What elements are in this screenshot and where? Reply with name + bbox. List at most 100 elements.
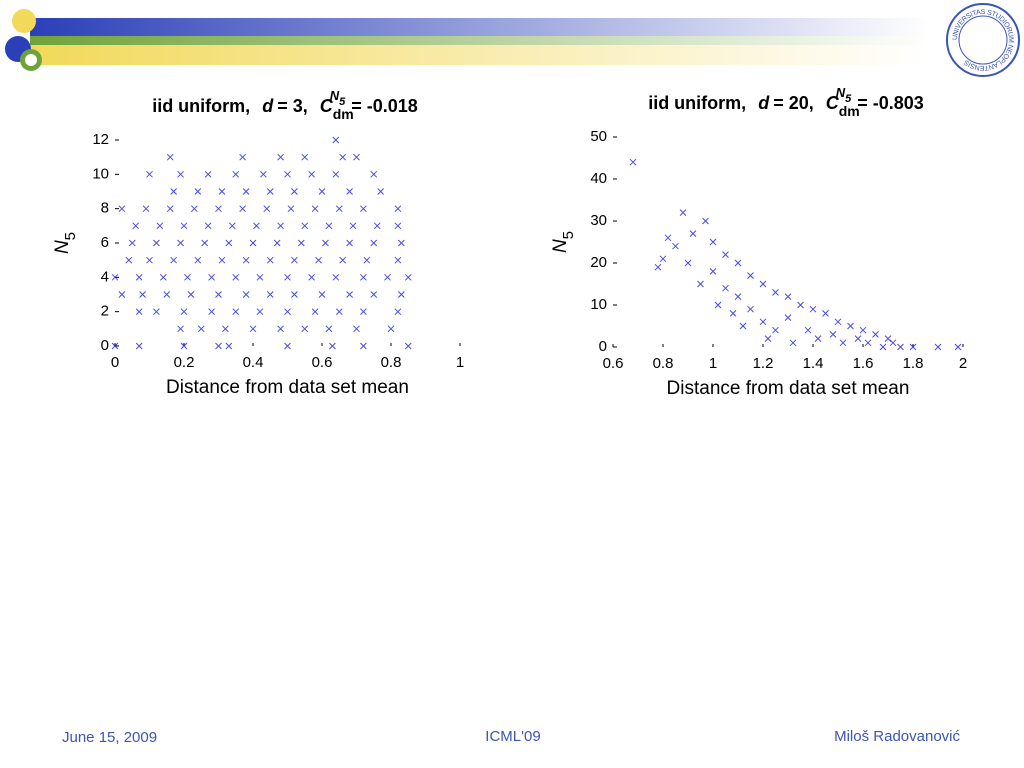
scatter-point: [266, 256, 274, 264]
scatter-point: [346, 291, 353, 298]
scatter-point: [654, 263, 662, 271]
scatter-point: [228, 222, 236, 230]
chart-title: iid uniform, d = 20, Cdm N5 = -0.803: [648, 85, 924, 118]
y-tick-label: 0: [101, 337, 109, 354]
scatter-point: [128, 239, 136, 247]
scatter-point: [859, 326, 867, 334]
scatter-point: [215, 205, 222, 213]
scatter-point: [394, 205, 402, 213]
scatter-point: [353, 325, 360, 333]
scatter-point: [353, 153, 360, 161]
scatter-point: [734, 259, 742, 267]
footer-author: Miloš Radovanović: [834, 728, 960, 745]
y-tick-label: 30: [590, 212, 607, 229]
title-part: = 3,: [277, 96, 308, 116]
scatter-point: [709, 238, 717, 246]
scatter-point: [722, 284, 729, 292]
scatter-point: [132, 222, 140, 230]
y-axis-label: N5: [550, 231, 577, 253]
scatter-point: [159, 273, 167, 281]
scatter-point: [629, 158, 637, 166]
scatter-point: [335, 205, 343, 213]
scatter-point: [772, 326, 779, 334]
title-part: C: [826, 93, 840, 113]
scatter-point: [208, 273, 215, 281]
scatter-point: [847, 322, 854, 330]
scatter-point: [287, 205, 295, 213]
scatter-point: [664, 234, 672, 242]
scatter-point: [394, 308, 402, 316]
scatter-point: [225, 239, 233, 247]
scatter-point: [218, 188, 226, 195]
scatter-point: [301, 325, 309, 333]
scatter-point: [689, 230, 697, 237]
y-tick-label: 2: [101, 303, 109, 320]
scatter-point: [242, 188, 250, 195]
scatter-point: [747, 272, 754, 279]
y-tick-label: 12: [92, 131, 109, 148]
logo: UNIVERSITAS STUDIORUM NEOPLANTENSIS: [946, 3, 1020, 77]
scatter-point: [135, 273, 143, 281]
scatter-point: [360, 308, 367, 316]
scatter-point: [332, 170, 340, 178]
scatter-point: [291, 188, 298, 195]
scatter-point: [709, 268, 717, 275]
scatter-point: [332, 273, 340, 281]
scatter-point: [284, 342, 291, 350]
scatter-point: [187, 291, 195, 298]
scatter-point: [194, 256, 202, 264]
scatter-point: [363, 256, 371, 264]
scatter-point: [111, 342, 119, 350]
y-tick-label: 10: [590, 296, 607, 313]
scatter-point: [204, 170, 212, 178]
header-decoration: [5, 9, 930, 71]
scatter-point: [954, 343, 962, 351]
scatter-point: [232, 308, 240, 316]
scatter-point: [239, 205, 247, 213]
scatter-point: [335, 308, 343, 316]
y-tick-label: 4: [101, 268, 109, 285]
title-part: 5: [845, 93, 852, 105]
scatter-point: [384, 273, 391, 281]
scatter-point: [311, 205, 319, 213]
scatter-point: [125, 256, 133, 264]
scatter-point: [339, 256, 347, 264]
scatter-point: [759, 318, 767, 326]
scatter-point: [184, 273, 191, 281]
scatter-point: [170, 256, 178, 264]
x-tick-label: 0.6: [312, 354, 333, 371]
scatter-point: [872, 331, 879, 338]
scatter-point: [394, 222, 402, 230]
scatter-point: [679, 209, 687, 216]
scatter-point: [118, 291, 126, 298]
title-part: 5: [339, 96, 346, 108]
scatter-point: [879, 343, 887, 351]
scatter-point: [139, 291, 146, 298]
scatter-point: [346, 239, 353, 247]
scatter-point: [377, 188, 385, 195]
scatter-point: [111, 273, 119, 281]
scatter-point: [166, 205, 174, 213]
scatter-point: [208, 308, 215, 316]
scatter-point: [729, 310, 737, 317]
title-part: d: [262, 96, 274, 116]
footer-date: June 15, 2009: [62, 729, 157, 746]
x-tick-label: 1.6: [853, 355, 874, 372]
scatter-point: [146, 256, 153, 264]
scatter-point: [291, 291, 298, 298]
x-tick-label: 1: [456, 354, 464, 371]
scatter-point: [322, 239, 329, 247]
scatter-point: [177, 239, 184, 247]
scatter-point: [397, 291, 405, 298]
scatter-point: [734, 293, 742, 300]
scatter-point: [397, 239, 405, 247]
scatter-point: [301, 222, 309, 230]
scatter-point: [370, 239, 378, 247]
scatter-point: [239, 153, 247, 161]
scatter-point: [177, 170, 184, 178]
scatter-point: [387, 325, 395, 333]
scatter-point: [308, 170, 316, 178]
scatter-point: [118, 205, 126, 213]
scatter-point: [373, 222, 381, 230]
scatter-point: [277, 222, 284, 230]
